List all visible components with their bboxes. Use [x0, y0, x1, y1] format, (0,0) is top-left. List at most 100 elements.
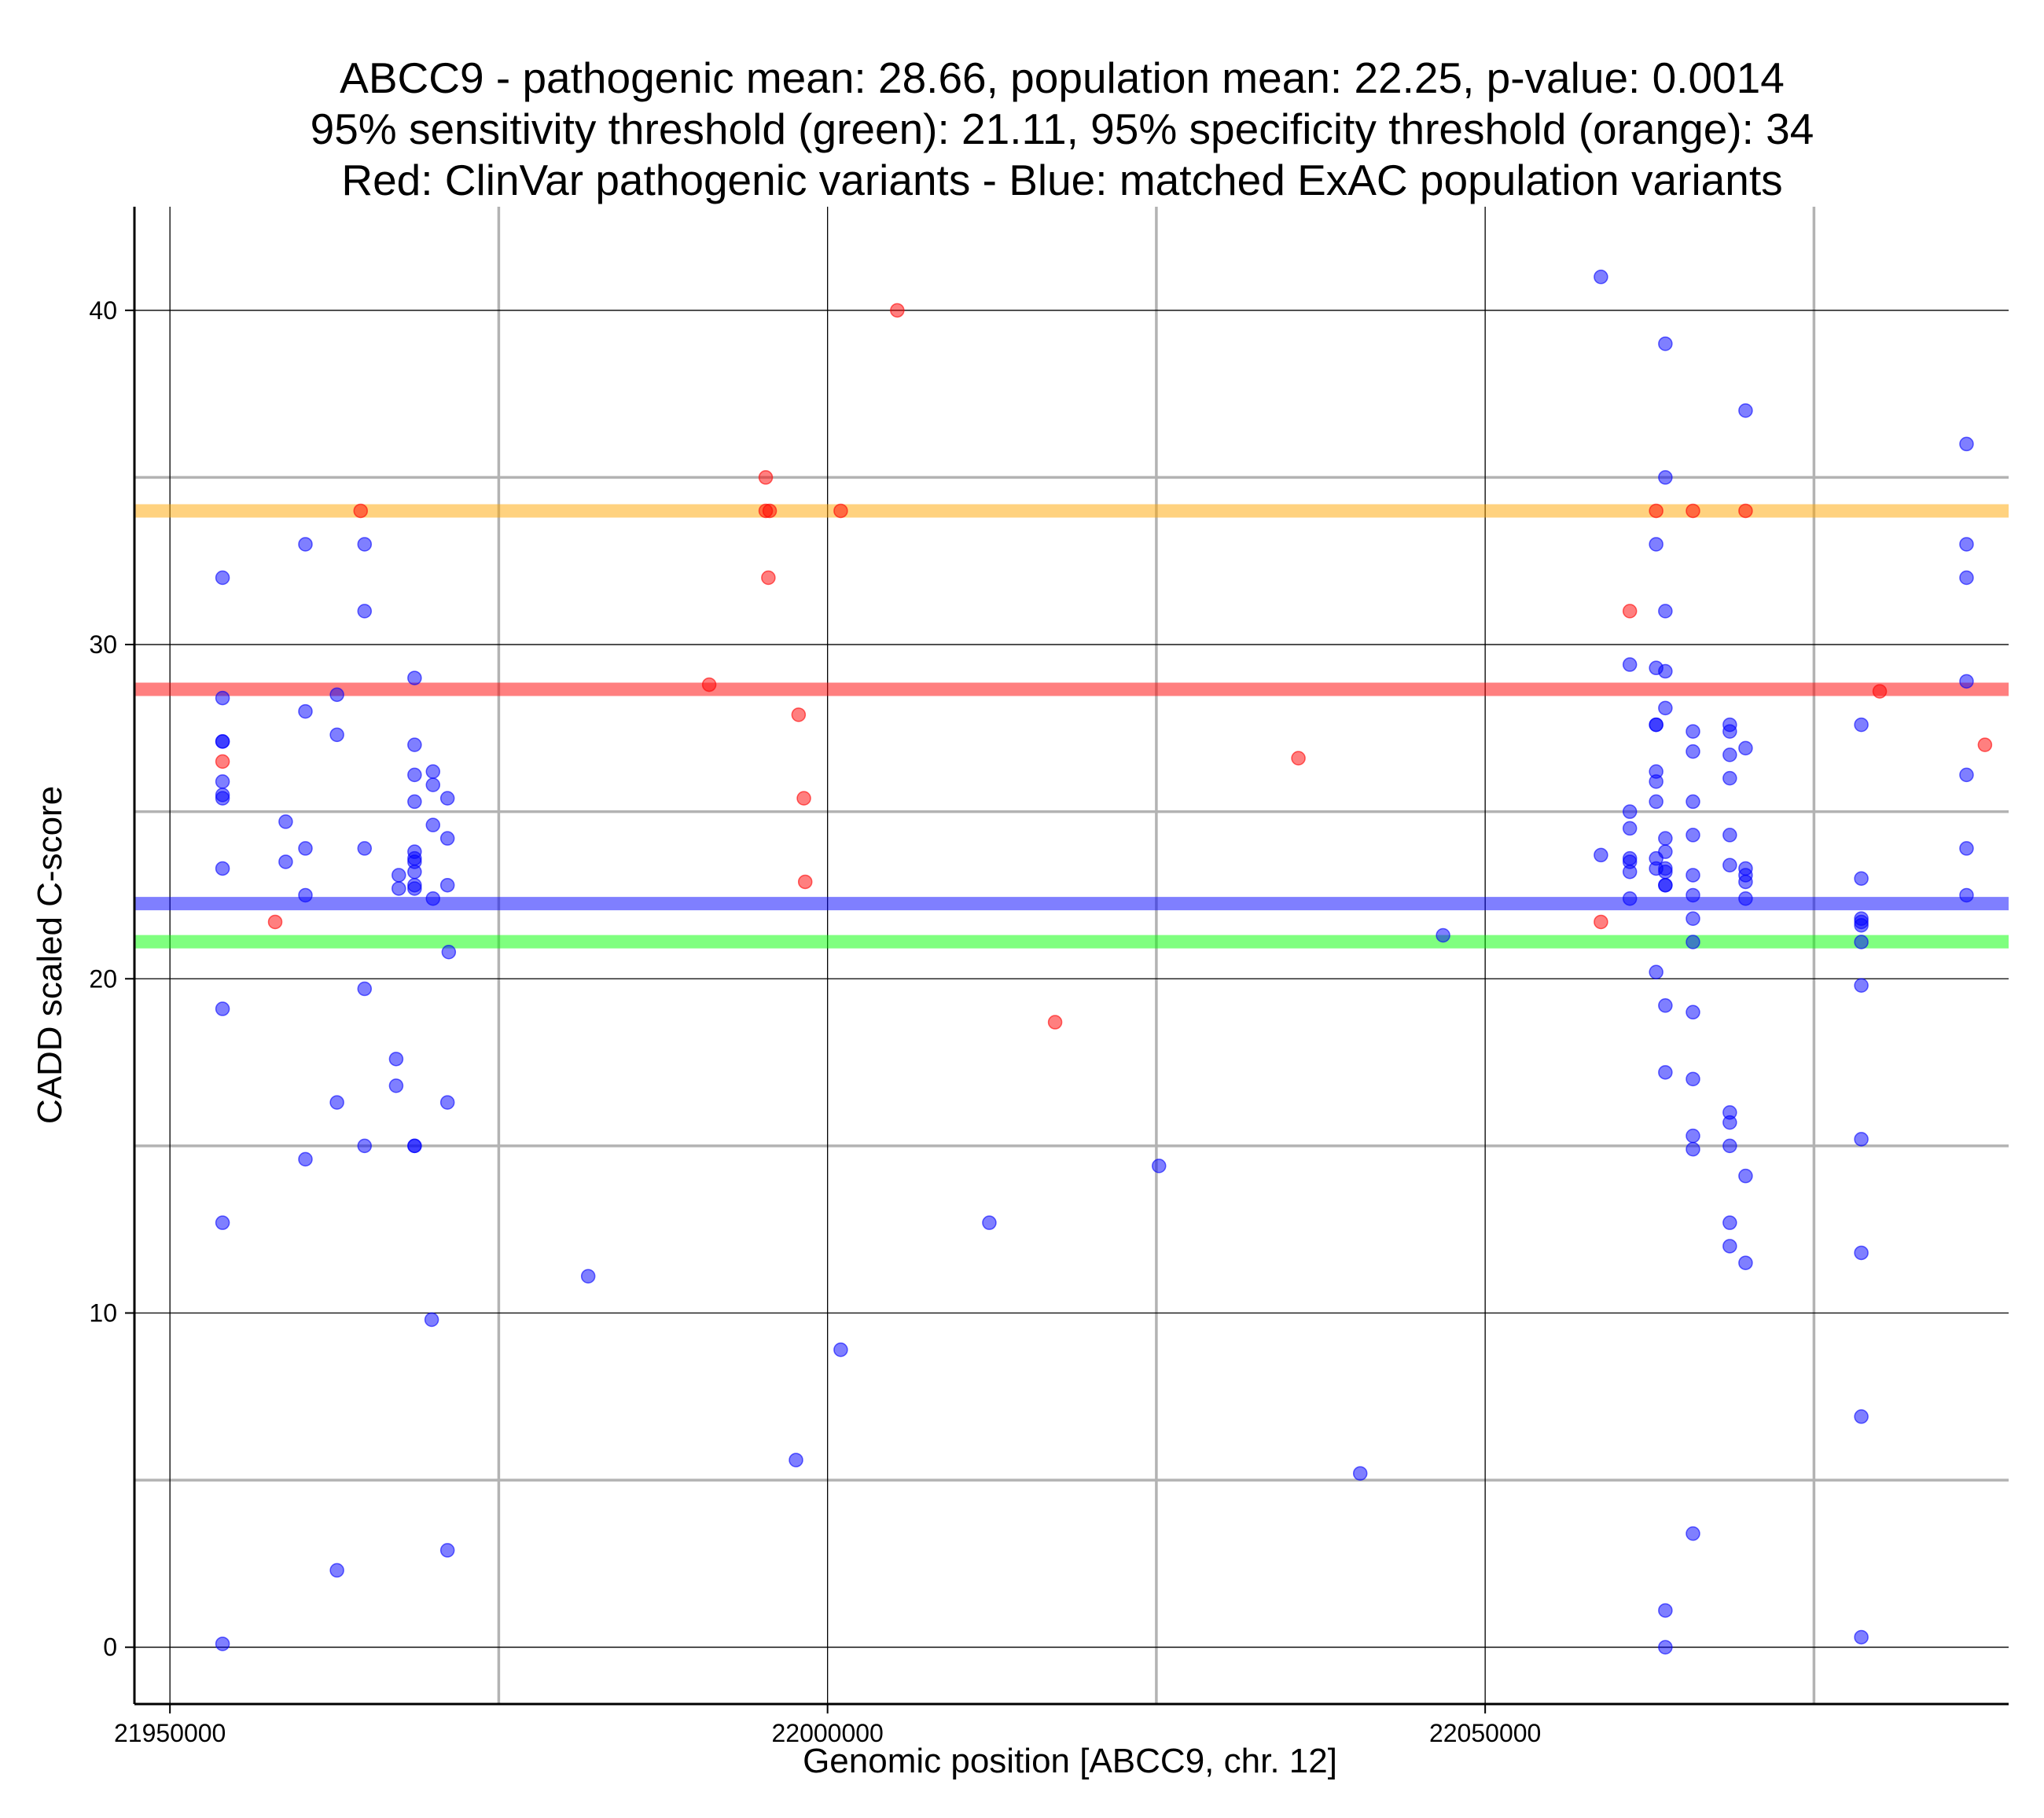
data-point — [1658, 1603, 1673, 1618]
data-point — [1738, 874, 1753, 890]
data-point — [439, 831, 455, 846]
data-point — [407, 767, 422, 783]
data-point — [1686, 1128, 1700, 1144]
data-point — [1594, 847, 1608, 863]
data-point — [329, 1095, 344, 1110]
data-point — [278, 814, 293, 829]
data-point — [1649, 774, 1664, 789]
data-point — [796, 791, 811, 806]
data-point — [1959, 767, 1974, 783]
data-point — [215, 690, 230, 706]
x-tick-label: 22050000 — [1429, 1719, 1541, 1747]
data-point — [1686, 911, 1700, 926]
data-point — [215, 861, 230, 876]
data-point — [580, 1269, 596, 1284]
data-point — [215, 791, 230, 806]
title-line-1: ABCC9 - pathogenic mean: 28.66, populati… — [340, 53, 1785, 102]
data-point — [1722, 747, 1737, 762]
data-point — [1686, 503, 1700, 519]
major-gridlines — [134, 207, 2009, 1704]
data-point — [424, 1312, 439, 1328]
data-point — [762, 503, 778, 519]
y-tick-label: 20 — [89, 964, 117, 993]
data-point — [215, 570, 230, 586]
data-point — [1658, 336, 1673, 351]
data-point — [1854, 917, 1869, 933]
data-point — [215, 734, 230, 749]
data-point — [1622, 821, 1638, 836]
y-axis-title: CADD scaled C-score — [31, 786, 69, 1124]
data-point — [1658, 604, 1673, 619]
data-point — [761, 570, 776, 586]
title-line-3: Red: ClinVar pathogenic variants - Blue:… — [341, 156, 1782, 204]
data-point — [215, 754, 230, 769]
data-point — [1686, 868, 1700, 883]
data-point — [1658, 864, 1673, 880]
data-point — [1872, 684, 1888, 699]
data-point — [1686, 724, 1700, 739]
data-point — [1352, 1466, 1368, 1481]
data-point — [357, 537, 373, 552]
data-point — [1738, 740, 1753, 756]
data-point — [267, 914, 283, 930]
pathogenic-points — [215, 303, 1993, 1030]
data-point — [298, 887, 313, 903]
data-point — [1722, 770, 1737, 786]
data-point — [1686, 794, 1700, 810]
data-point — [1436, 927, 1450, 943]
data-point — [1047, 1015, 1063, 1030]
data-point — [1649, 964, 1664, 980]
data-point — [1854, 871, 1869, 886]
population-points — [215, 270, 1974, 1655]
axes — [133, 207, 2009, 1706]
data-point — [298, 703, 313, 719]
data-point — [1854, 1132, 1869, 1147]
data-point — [789, 1453, 803, 1467]
data-point — [1622, 804, 1638, 819]
data-point — [439, 791, 455, 806]
data-point — [1686, 1071, 1700, 1087]
data-point — [1622, 604, 1638, 619]
x-ticks: 21950000 22000000 22050000 — [114, 1704, 1541, 1747]
data-point — [215, 1636, 230, 1651]
data-point — [1738, 1168, 1753, 1184]
data-point — [407, 670, 422, 685]
data-point — [1854, 978, 1869, 993]
data-point — [1658, 1640, 1673, 1655]
data-point — [1649, 794, 1664, 810]
data-point — [407, 794, 422, 810]
data-point — [215, 1001, 230, 1016]
data-point — [1649, 503, 1664, 519]
data-point — [890, 303, 905, 318]
y-tick-label: 40 — [89, 296, 117, 325]
data-point — [357, 981, 373, 997]
data-point — [278, 854, 293, 869]
data-point — [701, 677, 717, 692]
data-point — [215, 774, 230, 789]
data-point — [1722, 724, 1737, 739]
data-point — [425, 777, 441, 792]
data-point — [1686, 1526, 1700, 1541]
data-point — [1658, 663, 1673, 679]
data-point — [1959, 841, 1974, 856]
data-point — [357, 604, 373, 619]
data-point — [329, 687, 344, 703]
data-point — [388, 1078, 404, 1093]
data-point — [439, 1095, 455, 1110]
y-tick-label: 30 — [89, 630, 117, 659]
data-point — [1686, 1004, 1700, 1020]
data-point — [1854, 717, 1869, 733]
data-point — [441, 944, 457, 960]
data-point — [353, 503, 369, 519]
data-point — [1658, 844, 1673, 859]
data-point — [1686, 744, 1700, 759]
data-point — [329, 727, 344, 743]
data-point — [833, 503, 848, 519]
minor-gridlines — [134, 207, 2009, 1704]
data-point — [407, 737, 422, 752]
data-point — [407, 1138, 422, 1154]
data-point — [425, 817, 441, 832]
data-point — [1854, 1629, 1869, 1645]
data-point — [407, 881, 422, 896]
